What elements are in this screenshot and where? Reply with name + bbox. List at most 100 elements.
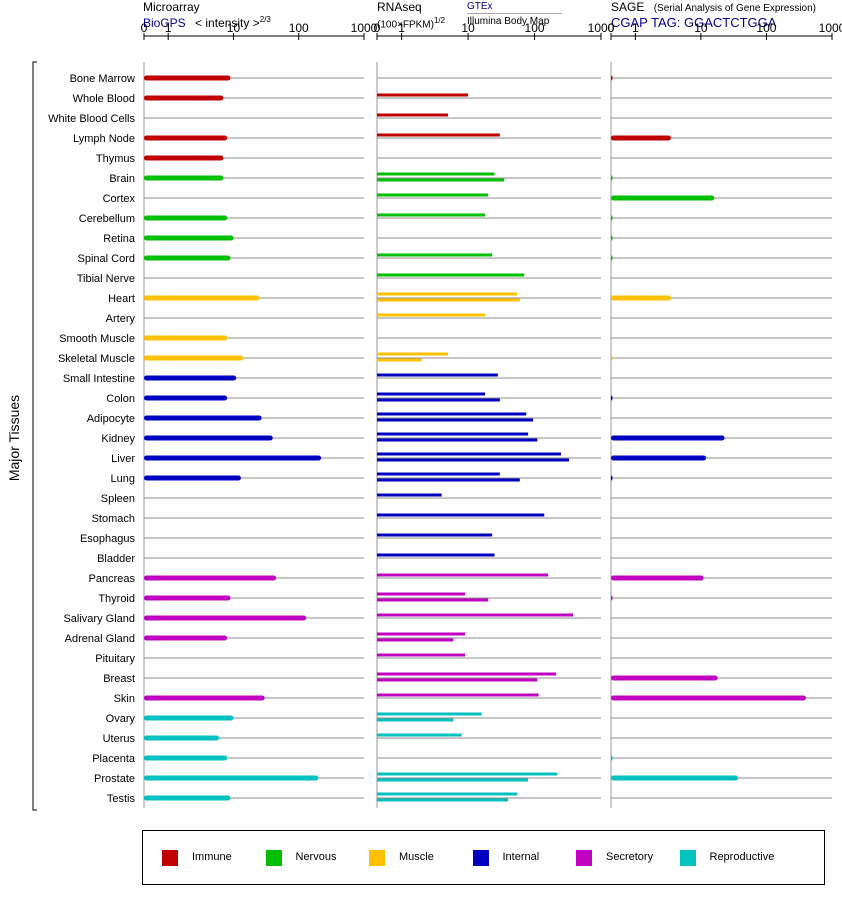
rnaseq-bar (377, 678, 538, 682)
rnaseq-tick-label-1000: 1000 (588, 21, 615, 35)
sage-bar (611, 435, 725, 441)
microarray-bar (144, 375, 237, 381)
sage-header: SAGE (Serial Analysis of Gene Expression… (611, 0, 816, 30)
sage-tick-label-10: 10 (694, 21, 708, 35)
gtex-link[interactable]: GTEx (467, 1, 562, 14)
rnaseq-bar (377, 592, 466, 596)
microarray-tick-label-1000: 1000 (351, 21, 378, 35)
tissue-label: Placenta (92, 753, 136, 765)
microarray-tick-label-0: 0 (141, 21, 148, 35)
rnaseq-header: RNAseq (100×FPKM)1/2 (377, 0, 445, 30)
rnaseq-bar (377, 438, 538, 442)
tissue-label: Breast (103, 673, 135, 685)
rnaseq-bar (377, 352, 449, 356)
microarray-bar (144, 435, 273, 441)
rnaseq-bar (377, 398, 500, 402)
sage-bar (611, 775, 739, 781)
legend-label: Immune (192, 851, 232, 863)
rnaseq-bar (377, 693, 539, 697)
tissue-label: Thyroid (98, 593, 135, 605)
microarray-bar (144, 775, 319, 781)
legend-swatch (576, 850, 592, 866)
rnaseq-bar (377, 193, 489, 197)
rnaseq-bar (377, 672, 556, 676)
rnaseq-bar (377, 718, 454, 722)
tissue-label: Spleen (101, 493, 135, 505)
rnaseq-bar (377, 638, 454, 642)
illumina-body-map-link[interactable]: Illumina Body Map (467, 16, 550, 27)
microarray-tick-label-10: 10 (227, 21, 241, 35)
microarray-bar (144, 615, 307, 621)
microarray-bar (144, 795, 231, 801)
microarray-bar (144, 475, 241, 481)
sage-bar (611, 675, 718, 681)
sage-subtitle: (Serial Analysis of Gene Expression) (653, 3, 816, 14)
legend: Immune Nervous Muscle Internal Secretory Repr… (142, 830, 825, 885)
sage-tick-label-1000: 1000 (819, 21, 842, 35)
microarray-bar (144, 175, 224, 181)
microarray-bar (144, 755, 228, 761)
legend-label: Nervous (295, 851, 337, 863)
microarray-bar (144, 415, 262, 421)
tissue-label: Prostate (94, 773, 135, 785)
tissue-label: Small Intestine (63, 373, 135, 385)
rnaseq-bar (377, 613, 574, 617)
rnaseq-bar (377, 313, 486, 317)
sage-bar (611, 575, 704, 581)
tissue-label: Lung (111, 473, 135, 485)
tissue-label: Pituitary (95, 653, 135, 665)
sage-bar (611, 455, 707, 461)
rnaseq-bar (377, 133, 500, 137)
sage-bar (611, 475, 613, 481)
legend-label: Secretory (606, 851, 654, 863)
biogps-link[interactable]: BioGPS (143, 16, 186, 30)
sage-bar (611, 195, 715, 201)
fpkm-unit-label: (100×FPKM) (377, 19, 434, 31)
sage-bar (611, 175, 613, 181)
legend-label: Internal (502, 851, 540, 863)
rnaseq-bar (377, 93, 469, 97)
microarray-bar (144, 235, 234, 241)
expression-chart: 011010010000110100100001101001000Bone Ma… (6, 21, 842, 811)
sage-tag-link[interactable]: CGAP TAG: GGACTCTGGA (611, 15, 777, 30)
rnaseq-tick-label-0: 0 (374, 21, 381, 35)
rnaseq-bar (377, 553, 495, 557)
legend-label: Reproductive (709, 851, 775, 863)
rnaseq-bar (377, 733, 462, 737)
rnaseq-bar (377, 292, 518, 296)
rnaseq-bar (377, 598, 489, 602)
tissue-label: Colon (106, 393, 135, 405)
legend-swatch (369, 850, 385, 866)
rnaseq-bar (377, 253, 493, 257)
rnaseq-bar (377, 373, 498, 377)
sage-bar (611, 695, 806, 701)
tissue-label: Esophagus (80, 533, 136, 545)
intensity-exponent: 2/3 (259, 15, 271, 24)
rnaseq-bar (377, 772, 558, 776)
tissue-label: Kidney (101, 433, 135, 445)
microarray-tick-label-100: 100 (289, 21, 309, 35)
microarray-bar (144, 135, 228, 141)
rnaseq-bar (377, 493, 442, 497)
tissue-label: Skin (114, 693, 135, 705)
rnaseq-bar (377, 513, 545, 517)
rnaseq-bar (377, 452, 561, 456)
microarray-bar (144, 75, 231, 81)
microarray-bar (144, 255, 231, 261)
sage-bar (611, 235, 613, 241)
sage-bar (611, 215, 613, 221)
microarray-bar (144, 355, 244, 361)
sage-bar (611, 395, 613, 401)
legend-swatch (265, 850, 282, 866)
rnaseq-bar (377, 412, 527, 416)
microarray-bar (144, 735, 219, 741)
tissue-label: Uterus (103, 733, 136, 745)
tissue-label: Pancreas (89, 573, 136, 585)
microarray-bar (144, 715, 234, 721)
legend-swatch (472, 850, 489, 866)
tissue-label: Smooth Muscle (59, 333, 135, 345)
rnaseq-bar (377, 778, 529, 782)
microarray-bar (144, 395, 228, 401)
rnaseq-bar (377, 792, 518, 796)
sage-title: SAGE (611, 0, 645, 14)
